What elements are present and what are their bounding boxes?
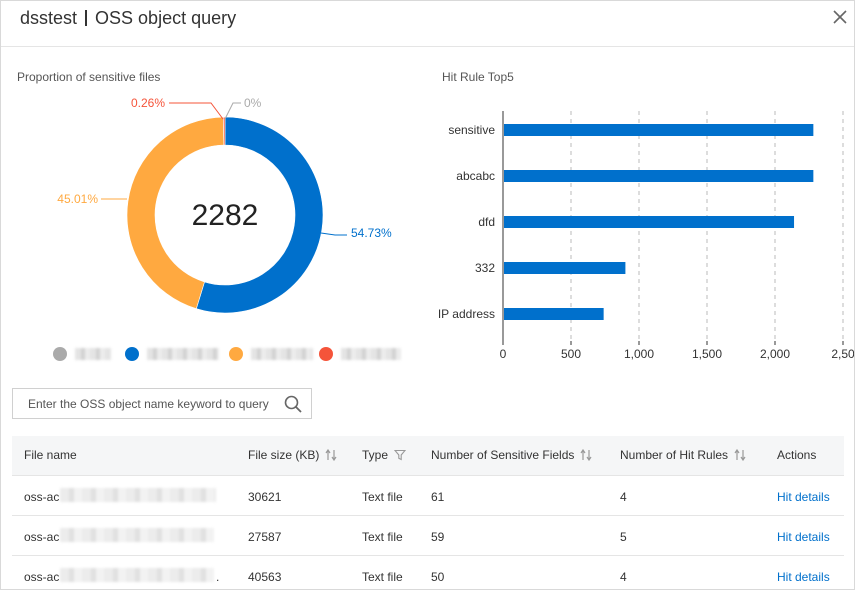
x-tick-label: 1,000 (624, 347, 654, 361)
search-icon[interactable] (284, 395, 302, 418)
table-row: oss-ac 27587 Text file 59 5 Hit details (12, 516, 844, 556)
search-box (12, 388, 312, 419)
file-size: 40563 (248, 570, 282, 584)
bar-dfd[interactable] (504, 216, 795, 228)
table-row: oss-ac . 40563 Text file 50 4 Hit detail… (12, 556, 844, 589)
sort-icon (325, 448, 337, 462)
x-tick-label: 1,500 (692, 347, 722, 361)
label-orange: 45.01% (57, 192, 98, 206)
x-tick-label: 500 (561, 347, 581, 361)
search-input[interactable] (13, 389, 281, 418)
hit-details-link[interactable]: Hit details (777, 570, 830, 584)
table-header: File name File size (KB) Type Number of … (12, 436, 844, 476)
legend-dot-blue (125, 347, 139, 361)
file-type: Text file (362, 530, 403, 544)
leader-line-gray (224, 102, 241, 120)
legend-item-orange[interactable] (229, 346, 313, 362)
file-name-redacted (60, 568, 214, 582)
donut-chart-title: Proportion of sensitive files (17, 70, 161, 84)
sort-icon (580, 448, 592, 462)
legend-item-red[interactable] (319, 346, 403, 362)
col-type[interactable]: Type (362, 448, 407, 462)
y-category-label: IP address (438, 307, 495, 321)
sensitive-fields-count: 59 (431, 530, 445, 544)
file-type: Text file (362, 490, 403, 504)
file-name-prefix: oss-ac (24, 570, 60, 584)
legend-item-gray[interactable] (53, 346, 115, 362)
file-size: 30621 (248, 490, 282, 504)
hit-rules-count: 5 (620, 530, 627, 544)
file-name-prefix: oss-ac (24, 530, 60, 544)
legend-label-redacted (341, 348, 401, 360)
x-tick-label: 0 (500, 347, 507, 361)
y-category-label: 332 (475, 261, 495, 275)
title-separator (85, 10, 88, 26)
col-file-name: File name (24, 448, 77, 462)
bar-abcabc[interactable] (504, 170, 814, 182)
dialog-title: dsstest OSS object query (20, 8, 236, 28)
sort-icon (734, 448, 746, 462)
instance-name: dsstest (20, 8, 78, 28)
file-type: Text file (362, 570, 403, 584)
hit-rules-count: 4 (620, 570, 627, 584)
label-gray: 0% (244, 96, 262, 110)
bar-sensitive[interactable] (504, 124, 814, 136)
file-size: 27587 (248, 530, 282, 544)
y-category-label: abcabc (456, 169, 495, 183)
legend-dot-orange (229, 347, 243, 361)
file-name-redacted (60, 528, 214, 542)
legend-dot-gray (53, 347, 67, 361)
filter-icon (393, 449, 407, 461)
hit-details-link[interactable]: Hit details (777, 530, 830, 544)
hit-rules-count: 4 (620, 490, 627, 504)
file-name-suffix: . (216, 570, 220, 584)
hit-details-link[interactable]: Hit details (777, 490, 830, 504)
file-name-prefix: oss-ac (24, 490, 60, 504)
y-category-label: sensitive (448, 123, 495, 137)
leader-line-blue (320, 232, 347, 236)
bar-chart-title: Hit Rule Top5 (442, 70, 514, 84)
sensitive-fields-count: 50 (431, 570, 445, 584)
table-row: oss-ac 30621 Text file 61 4 Hit details (12, 476, 844, 516)
bar-332[interactable] (504, 262, 626, 274)
donut-total: 2282 (192, 199, 259, 232)
col-file-size[interactable]: File size (KB) (248, 448, 337, 462)
x-tick-label: 2,50 (831, 347, 855, 361)
hit-rule-top5-bar-chart: 0 500 1,000 1,500 2,000 2,50 sensitive abcabc df… (438, 111, 855, 361)
legend-label-redacted (147, 348, 219, 360)
label-blue: 54.73% (351, 226, 392, 240)
leader-line-red (169, 102, 224, 120)
donut-slice-blue (195, 116, 324, 314)
x-tick-label: 2,000 (760, 347, 790, 361)
legend-item-blue[interactable] (125, 346, 221, 362)
dialog-header: dsstest OSS object query (1, 1, 854, 47)
col-hit-rules[interactable]: Number of Hit Rules (620, 448, 746, 462)
close-icon[interactable] (830, 7, 850, 27)
col-sensitive-fields[interactable]: Number of Sensitive Fields (431, 448, 592, 462)
label-red: 0.26% (131, 96, 165, 110)
file-name-redacted (60, 488, 216, 502)
donut-slice-red (223, 116, 226, 146)
legend-label-redacted (75, 348, 111, 360)
sensitive-fields-count: 61 (431, 490, 445, 504)
sensitive-files-donut-chart: 2282 54.73% 45.01% 0.26% 0% (57, 96, 392, 314)
legend-dot-red (319, 347, 333, 361)
donut-slice-orange (126, 116, 225, 310)
page-title: OSS object query (95, 8, 237, 28)
y-category-label: dfd (478, 215, 495, 229)
col-actions: Actions (777, 448, 817, 462)
legend-label-redacted (251, 348, 313, 360)
bar-ip-address[interactable] (504, 308, 604, 320)
